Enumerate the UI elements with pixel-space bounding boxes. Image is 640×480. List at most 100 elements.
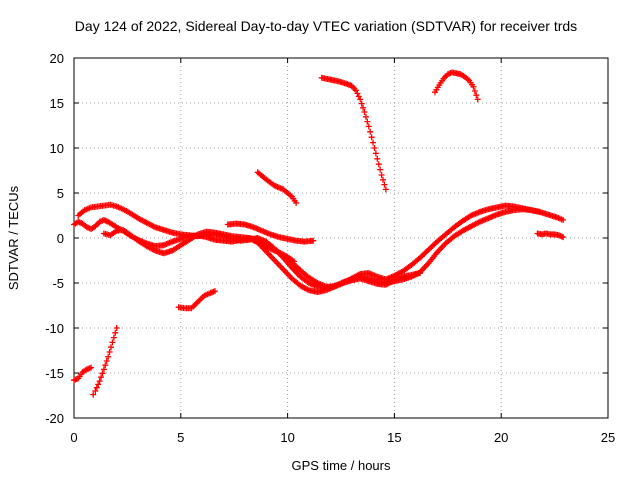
data-point-fill: [278, 265, 285, 271]
data-point-fill: [118, 205, 125, 212]
data-series: [71, 69, 567, 398]
data-point-fill: [93, 384, 100, 391]
data-point-fill: [358, 100, 365, 107]
data-point-fill: [434, 84, 441, 91]
data-point-fill: [159, 226, 166, 233]
data-point-fill: [372, 150, 379, 157]
x-tick-label: 5: [177, 430, 184, 445]
data-point: [357, 96, 364, 103]
chart-title: Day 124 of 2022, Sidereal Day-to-day VTE…: [75, 18, 577, 34]
data-point-fill: [475, 209, 482, 216]
data-point-fill: [106, 349, 113, 355]
data-point-fill: [266, 245, 273, 252]
data-point-fill: [210, 288, 217, 295]
data-point-fill: [274, 248, 281, 255]
series-arc-9: [318, 74, 389, 193]
series-arc-8: [254, 169, 300, 206]
data-point-fill: [99, 370, 106, 377]
data-point-fill: [471, 88, 478, 94]
data-point-fill: [372, 273, 379, 280]
data-point: [113, 325, 120, 331]
data-point-fill: [150, 223, 157, 230]
data-point-fill: [112, 223, 119, 230]
data-point-fill: [558, 216, 565, 223]
x-tick-label: 25: [601, 430, 615, 445]
data-point: [374, 155, 381, 162]
tick-labels: 0 5 10 15 20 25 -20 -15 -10 -5 0 5 10 15 20: [45, 51, 615, 445]
data-point-fill: [380, 176, 387, 183]
data-point: [370, 139, 377, 146]
data-point-fill: [105, 231, 112, 238]
x-tick-label: 20: [494, 430, 508, 445]
data-point-fill: [354, 90, 361, 97]
data-point-fill: [501, 209, 508, 216]
data-point-fill: [483, 206, 490, 213]
data-point-fill: [291, 197, 298, 204]
y-tick-label: -20: [45, 411, 64, 426]
series-arc-6: [71, 325, 120, 398]
data-point-fill: [150, 246, 157, 253]
data-point-fill: [368, 134, 375, 141]
data-point: [109, 339, 116, 346]
data-point-fill: [257, 227, 264, 234]
data-point-fill: [360, 104, 367, 111]
data-point-fill: [377, 166, 384, 173]
data-point-fill: [355, 93, 362, 100]
data-point-fill: [86, 365, 93, 372]
data-point: [382, 186, 389, 193]
data-point-fill: [270, 256, 277, 262]
x-tick-label: 10: [280, 430, 294, 445]
x-tick-label: 0: [70, 430, 77, 445]
grid-lines: [74, 58, 608, 418]
data-point-fill: [375, 161, 382, 168]
data-point-fill: [367, 128, 374, 135]
data-point-fill: [118, 227, 125, 234]
data-point-fill: [176, 236, 183, 243]
data-point-fill: [112, 329, 119, 336]
data-point-fill: [80, 208, 87, 215]
data-point-fill: [283, 253, 290, 260]
y-tick-label: -10: [45, 321, 64, 336]
data-point-fill: [186, 305, 193, 312]
axis-ticks: [73, 57, 609, 419]
data-point: [100, 366, 107, 373]
data-point-fill: [167, 239, 174, 246]
data-point-fill: [464, 76, 471, 83]
data-point-fill: [469, 81, 476, 88]
data-point-fill: [364, 118, 371, 125]
series-arc-7: [175, 288, 218, 312]
data-point-fill: [103, 358, 110, 364]
data-point-fill: [456, 70, 463, 77]
data-point: [474, 96, 481, 103]
data-point-fill: [98, 374, 105, 381]
data-point-fill: [558, 233, 565, 240]
data-point: [96, 378, 103, 385]
data-point-fill: [364, 277, 371, 284]
y-axis-title: SDTVAR / TECUs: [6, 185, 21, 290]
data-point-fill: [424, 248, 431, 255]
data-point-fill: [334, 78, 341, 85]
data-point-fill: [159, 242, 166, 249]
data-point-fill: [351, 85, 358, 92]
series-arc-4: [224, 220, 317, 245]
data-point-fill: [441, 241, 448, 248]
series-arc-10: [431, 69, 481, 103]
data-point-fill: [492, 212, 499, 219]
data-point-fill: [249, 223, 255, 230]
data-point-fill: [432, 251, 439, 258]
data-point-fill: [535, 208, 542, 215]
data-point-fill: [199, 294, 206, 301]
data-point-fill: [287, 274, 294, 280]
data-point-fill: [110, 334, 117, 341]
data-point-fill: [554, 232, 561, 238]
data-point: [105, 353, 112, 360]
x-tick-label: 15: [387, 430, 401, 445]
data-point: [365, 123, 372, 130]
data-point-fill: [124, 230, 131, 237]
y-tick-label: -15: [45, 366, 64, 381]
data-point-fill: [543, 211, 550, 218]
data-point-fill: [473, 92, 480, 99]
data-point-fill: [483, 215, 490, 222]
